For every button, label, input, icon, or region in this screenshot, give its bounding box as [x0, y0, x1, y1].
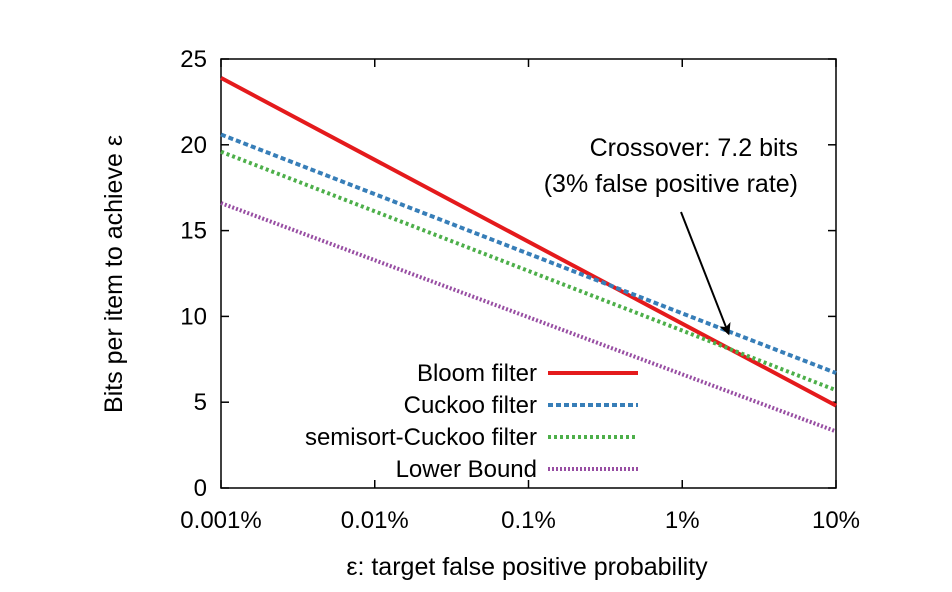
legend-label-1: Bloom filter [417, 360, 537, 387]
y-tick-label: 5 [194, 389, 207, 416]
legend-label-4: Lower Bound [396, 456, 537, 483]
annotation-text-line-1: Crossover: 7.2 bits [590, 134, 798, 162]
x-tick-label: 10% [812, 507, 860, 534]
series-line-1 [220, 76, 837, 408]
y-axis-label: Bits per item to achieve ε [100, 135, 128, 413]
legend-label-3: semisort-Cuckoo filter [305, 424, 537, 451]
x-tick-label: 0.01% [341, 507, 409, 534]
y-tick-label: 20 [180, 132, 207, 159]
x-tick-label: 1% [665, 507, 700, 534]
legend: Bloom filter Cuckoo filter semisort-Cuckoo… [305, 360, 638, 483]
x-tick-label: 0.1% [501, 507, 556, 534]
y-tick-label: 25 [180, 46, 207, 73]
series-line-4 [220, 201, 837, 434]
legend-label-2: Cuckoo filter [404, 392, 537, 419]
x-axis-label: ε: target false positive probability [346, 553, 708, 581]
annotation-arrow [680, 211, 731, 336]
y-tick-label: 10 [180, 303, 207, 330]
series-line-3 [220, 149, 837, 393]
annotation-text-line-2: (3% false positive rate) [544, 170, 798, 198]
y-tick-label: 0 [194, 475, 207, 502]
series-line-2 [220, 132, 837, 375]
x-tick-label: 0.001% [180, 507, 261, 534]
y-tick-label: 15 [180, 218, 207, 245]
